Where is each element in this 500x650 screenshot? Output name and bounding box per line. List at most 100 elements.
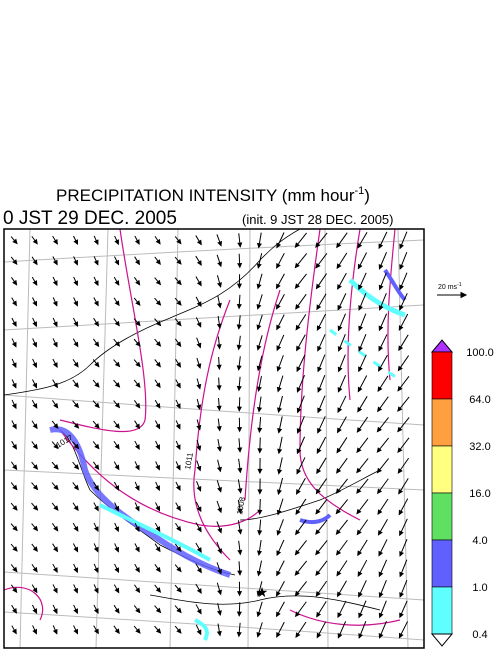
wind-arrow-head bbox=[114, 546, 119, 553]
wind-arrow-head bbox=[398, 509, 404, 516]
wind-arrow-head bbox=[32, 608, 38, 615]
wind-arrow-head bbox=[236, 365, 242, 371]
wind-arrow-head bbox=[335, 549, 342, 556]
map-frame bbox=[3, 228, 425, 649]
vector-scale-text: 20 ms bbox=[438, 284, 458, 291]
wind-arrow-head bbox=[336, 263, 342, 270]
wind-arrow-head bbox=[94, 402, 100, 409]
wind-arrow-head bbox=[155, 464, 160, 471]
wind-arrow-head bbox=[236, 591, 243, 597]
wind-arrow-head bbox=[155, 628, 162, 634]
colorbar-swatch bbox=[431, 445, 453, 494]
wind-arrow-head bbox=[114, 382, 121, 388]
wind-arrow-head bbox=[399, 304, 404, 311]
wind-arrow-head bbox=[114, 320, 120, 327]
wind-arrow-head bbox=[175, 444, 181, 451]
wind-arrow-head bbox=[317, 366, 322, 373]
wind-arrow-head bbox=[376, 426, 382, 433]
wind-arrow-head bbox=[216, 630, 222, 637]
wind-arrow-head bbox=[237, 242, 243, 248]
wind-arrow-head bbox=[53, 402, 59, 409]
wind-arrow-head bbox=[53, 239, 58, 245]
wind-arrow-head bbox=[397, 447, 403, 454]
wind-arrow-head bbox=[399, 592, 405, 598]
wind-arrow-head bbox=[397, 426, 403, 433]
wind-arrow-head bbox=[294, 570, 300, 576]
title-sup: -1 bbox=[355, 185, 365, 197]
wind-arrow-head bbox=[295, 304, 301, 310]
wind-arrow-head bbox=[73, 484, 79, 491]
wind-arrow-head bbox=[155, 526, 161, 532]
colorbar-swatch bbox=[431, 351, 453, 400]
wind-arrow-head bbox=[277, 469, 283, 475]
wind-arrow-head bbox=[315, 242, 321, 248]
wind-arrow-head bbox=[256, 570, 262, 577]
wind-arrow-head bbox=[196, 363, 202, 370]
wind-arrow-head bbox=[114, 341, 121, 347]
wind-arrow-head bbox=[135, 587, 141, 594]
wind-arrow-head bbox=[275, 611, 281, 618]
wind-arrow-head bbox=[155, 361, 161, 368]
wind-arrow-head bbox=[73, 402, 80, 409]
wind-arrow-head bbox=[276, 570, 281, 577]
wind-arrow-head bbox=[276, 366, 282, 372]
wind-arrow-head bbox=[155, 546, 161, 553]
wind-arrow-head bbox=[12, 279, 18, 286]
wind-arrow-head bbox=[256, 242, 262, 249]
wind-arrow-head bbox=[176, 300, 182, 306]
vector-scale-sup: -1 bbox=[457, 282, 462, 288]
station-marker: ★ bbox=[256, 584, 269, 600]
wind-arrow-head bbox=[52, 280, 58, 287]
wind-arrow-head bbox=[155, 587, 162, 593]
wind-arrow-head bbox=[257, 427, 263, 434]
wind-arrow-head bbox=[93, 259, 99, 266]
wind-arrow-head bbox=[114, 505, 119, 512]
wind-arrow-head bbox=[196, 506, 202, 513]
wind-arrow-head bbox=[257, 468, 263, 475]
wind-arrow-head bbox=[399, 243, 404, 250]
wind-arrow-head bbox=[315, 508, 321, 515]
wind-arrow-head bbox=[399, 284, 404, 291]
wind-arrow-head bbox=[294, 549, 300, 556]
wind-arrow-head bbox=[114, 402, 121, 409]
wind-arrow-head bbox=[73, 608, 78, 615]
wind-arrow-head bbox=[32, 546, 38, 552]
wind-arrow-head bbox=[237, 447, 243, 453]
wind-arrow-head bbox=[73, 321, 79, 328]
wind-arrow-head bbox=[73, 423, 80, 429]
wind-arrow-head bbox=[175, 423, 181, 430]
wind-arrow-head bbox=[12, 300, 17, 307]
wind-arrow-head bbox=[337, 346, 343, 352]
wind-arrow-head bbox=[295, 529, 301, 536]
wind-arrow-head bbox=[94, 341, 100, 348]
colorbar-swatch bbox=[431, 586, 453, 635]
wind-arrow-head bbox=[397, 406, 403, 412]
wind-arrow-head bbox=[237, 467, 243, 474]
wind-arrow-head bbox=[73, 382, 79, 389]
wind-arrow-head bbox=[93, 300, 99, 307]
wind-arrow-head bbox=[216, 446, 222, 452]
wind-arrow-head bbox=[32, 362, 37, 369]
wind-arrow-head bbox=[317, 345, 322, 352]
wind-arrow-head bbox=[358, 305, 363, 311]
wind-arrow-head bbox=[236, 283, 243, 289]
valid-time: 0 JST 29 DEC. 2005 bbox=[3, 208, 177, 229]
wind-arrow-head bbox=[257, 407, 263, 413]
wind-arrow-head bbox=[32, 628, 37, 635]
wind-arrow-head bbox=[376, 467, 382, 474]
wind-arrow-head bbox=[93, 587, 99, 594]
wind-arrow-head bbox=[316, 325, 322, 332]
wind-arrow-head bbox=[32, 341, 37, 348]
wind-arrow-head bbox=[378, 325, 384, 332]
wind-arrow-head bbox=[32, 321, 37, 328]
wind-arrow-head bbox=[73, 443, 80, 450]
wind-arrow-head bbox=[217, 261, 222, 268]
wind-arrow-head bbox=[217, 282, 222, 288]
wind-arrow-head bbox=[357, 406, 363, 413]
wind-arrow-head bbox=[176, 259, 182, 265]
wind-arrow-head bbox=[237, 488, 243, 494]
colorbar-top bbox=[430, 339, 454, 353]
wind-arrow-head bbox=[176, 628, 182, 634]
wind-arrow-head bbox=[196, 629, 202, 636]
